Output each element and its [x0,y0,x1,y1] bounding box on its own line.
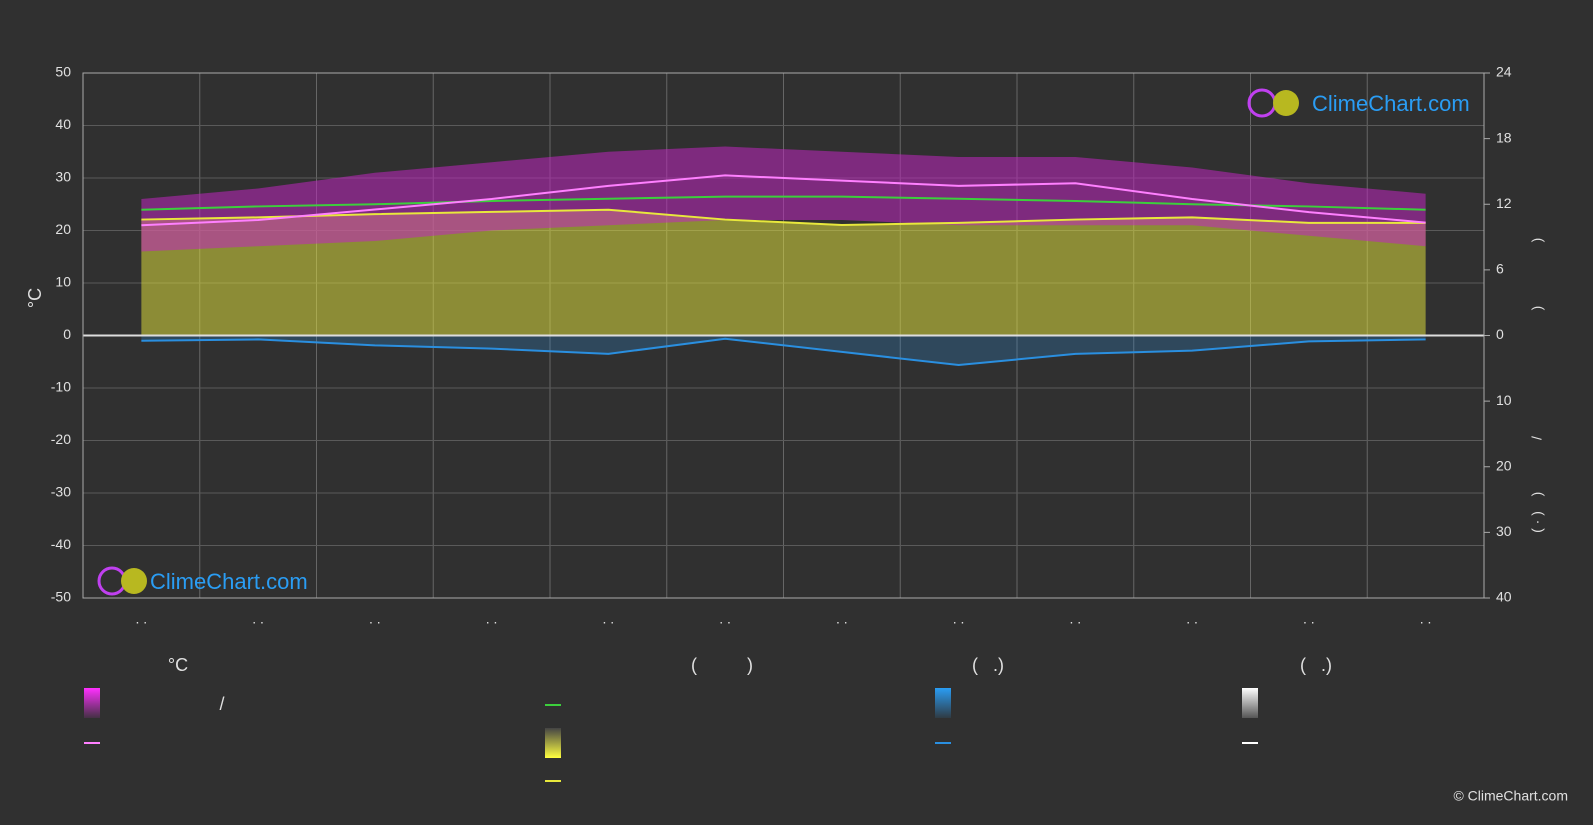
temp-max-line [141,174,1426,227]
y-tick-label: -50 [51,589,71,605]
logo-text: ClimeChart.com [150,569,308,594]
x-tick-label: . . [719,611,731,627]
plot-frame [82,72,1485,599]
y-tick-label: 30 [55,169,71,185]
y-tick-label: 40 [55,116,71,132]
logo-icon [1273,90,1299,116]
legend-text: / [219,694,224,714]
y2-tick-label: 12 [1496,195,1512,211]
plot: -50 -40 -30 -20 -10 0 10 20 30 40 50 0 6 12 18 24 10 20 30… [51,64,1545,627]
precipitation-line [141,337,1426,367]
sunshine-area [141,209,1426,336]
right-axis-title: ( · ) [1529,511,1545,533]
x-tick-label: . . [603,611,615,627]
logo-icon [121,568,147,594]
right-axis-title: / [1529,436,1545,440]
y-tick-label: 10 [55,274,71,290]
y2-tick-label: 18 [1496,129,1512,145]
legend-header: ( ) [691,655,753,675]
x-tick-label: . . [953,611,965,627]
right-axis-title: ) [1529,306,1545,311]
x-tick-label: . . [486,611,498,627]
y3-tick-label: 40 [1496,589,1512,605]
x-tick-label: . . [1420,611,1432,627]
legend-swatch [1242,688,1258,718]
y-tick-label: 0 [63,326,71,342]
legend-swatch [84,688,100,718]
y-tick-label: -40 [51,536,71,552]
x-tick-label: . . [1186,611,1198,627]
x-tick-label: . . [369,611,381,627]
y-tick-label: -30 [51,484,71,500]
y3-tick-label: 30 [1496,523,1512,539]
legend-swatch [935,688,951,718]
daylight-line [141,195,1426,211]
right-axis-title: ) [1529,492,1545,497]
right-axis-title: ) [1529,238,1545,243]
x-tick-label: . . [1303,611,1315,627]
x-tick-label: . . [836,611,848,627]
x-tick-label: . . [252,611,264,627]
y-axis-title: °C [25,288,45,308]
y-tick-label: 50 [55,64,71,80]
legend-header: °C [168,655,188,675]
copyright: © ClimeChart.com [1453,788,1568,804]
y-tick-label: 20 [55,221,71,237]
temp-range-band [141,146,1426,252]
precipitation-area [141,335,1426,366]
legend-swatch [545,728,561,758]
y-tick-label: -20 [51,431,71,447]
x-tick-label: . . [136,611,148,627]
y-tick-label: -10 [51,379,71,395]
y3-tick-label: 20 [1496,457,1512,473]
logo-text: ClimeChart.com [1312,91,1470,116]
logo-icon [1247,88,1277,118]
sunshine-line [141,208,1426,227]
y2-tick-label: 24 [1496,64,1512,80]
x-tick-label: . . [1070,611,1082,627]
legend-header: ( .) [1300,655,1332,675]
y2-tick-label: 6 [1496,261,1504,277]
y3-tick-label: 10 [1496,392,1512,408]
y2-tick-label: 0 [1496,326,1504,342]
legend-header: ( .) [972,655,1004,675]
